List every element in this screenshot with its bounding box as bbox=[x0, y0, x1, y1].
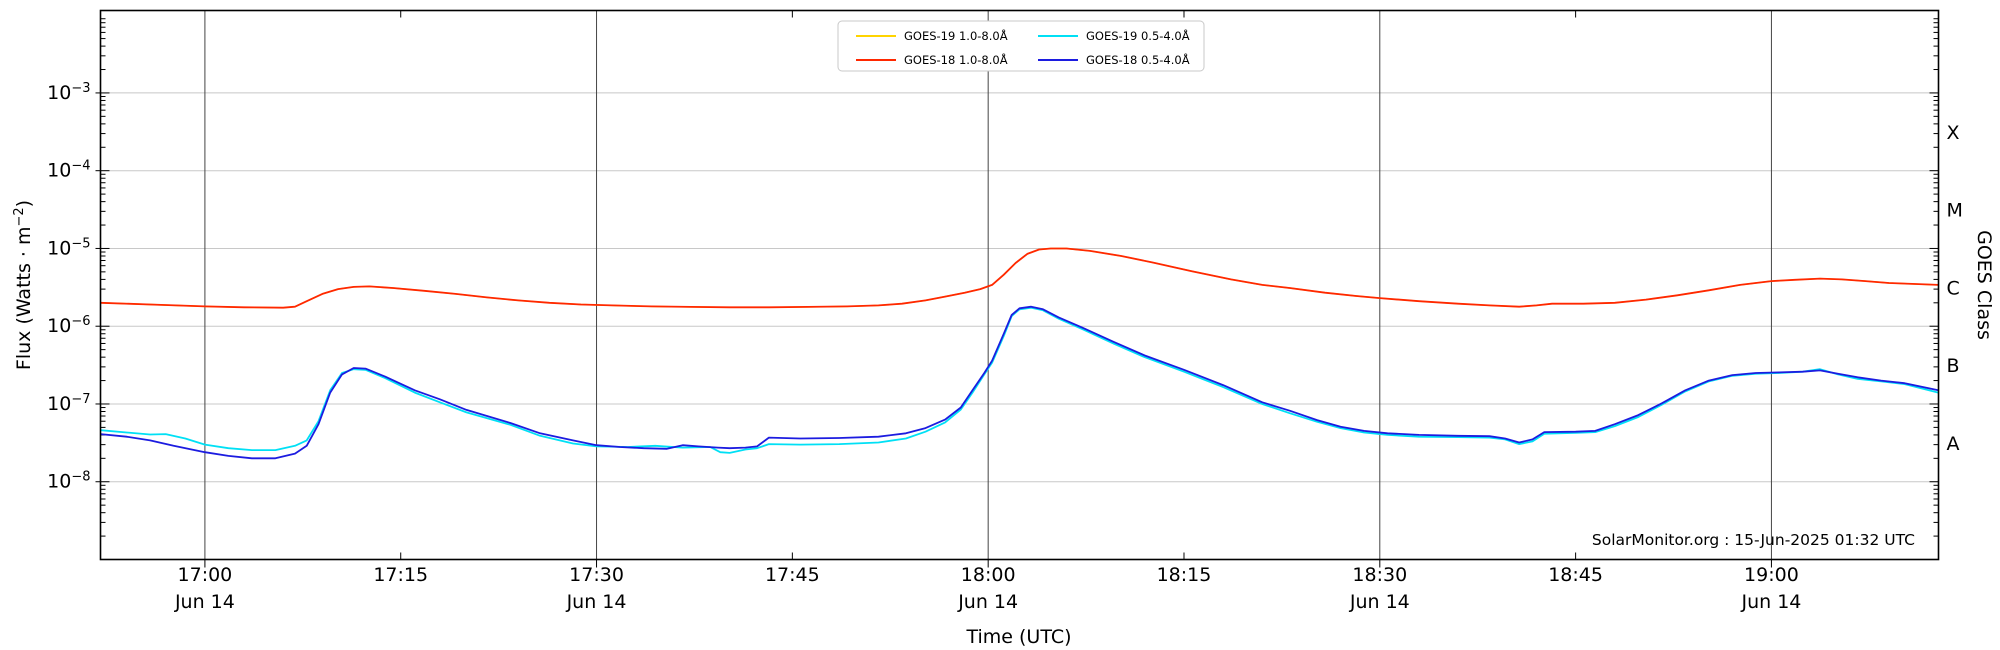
y-tick-label: 10−5 bbox=[47, 236, 90, 259]
plot-border bbox=[99, 9, 1940, 561]
y-tick-label: 10−7 bbox=[47, 392, 90, 415]
y-tick-label: 10−3 bbox=[47, 81, 90, 104]
goes-class-letter: M bbox=[1947, 200, 1963, 222]
legend: GOES-19 1.0-8.0Å GOES-18 1.0-8.0Å GOES-19 … bbox=[837, 20, 1205, 72]
x-tick-label: 18:45 bbox=[1548, 564, 1603, 586]
x-tick-date-label: Jun 14 bbox=[1349, 591, 1410, 613]
x-tick-labels: 17:00 Jun 14 17:15 17:30 Jun 14 17:45 18:00 Jun… bbox=[174, 564, 1801, 613]
x-tick-label: 17:30 bbox=[569, 564, 624, 586]
y-tick-label: 10−6 bbox=[47, 314, 90, 337]
legend-box bbox=[837, 20, 1205, 72]
x-tick-label: 18:15 bbox=[1157, 564, 1212, 586]
x-tick-label: 17:15 bbox=[373, 564, 428, 586]
legend-label: GOES-19 0.5-4.0Å bbox=[1086, 28, 1190, 43]
legend-label: GOES-19 1.0-8.0Å bbox=[904, 28, 1008, 43]
y-tick-label: 10−4 bbox=[47, 159, 90, 182]
legend-item: GOES-18 1.0-8.0Å bbox=[856, 52, 1008, 67]
series-goes19-short bbox=[100, 306, 1939, 454]
x-tick-date-label: Jun 14 bbox=[957, 591, 1018, 613]
x-tick-label: 18:30 bbox=[1352, 564, 1407, 586]
legend-item: GOES-19 0.5-4.0Å bbox=[1038, 28, 1190, 43]
x-tick-date-label: Jun 14 bbox=[174, 591, 235, 613]
x-tick-label: 17:45 bbox=[765, 564, 820, 586]
x-tick-date-label: Jun 14 bbox=[566, 591, 627, 613]
x-tick-label: 18:00 bbox=[961, 564, 1016, 586]
legend-item: GOES-18 0.5-4.0Å bbox=[1038, 52, 1190, 67]
series-goes18-long bbox=[100, 247, 1939, 309]
x-tick-label: 19:00 bbox=[1744, 564, 1799, 586]
series-lines bbox=[100, 247, 1939, 460]
y-axis-title-left: Flux (Watts · m−2) bbox=[12, 200, 35, 370]
series-goes19-long bbox=[100, 247, 1939, 309]
vertical-gridlines bbox=[204, 10, 1772, 560]
x-tick-label: 17:00 bbox=[178, 564, 233, 586]
axis-ticks bbox=[95, 10, 1939, 568]
y-tick-labels: 10−3 10−4 10−5 10−6 10−7 10−8 bbox=[47, 81, 90, 493]
y-axis-title-right: GOES Class bbox=[1973, 230, 1995, 340]
x-tick-date-label: Jun 14 bbox=[1740, 591, 1801, 613]
legend-label: GOES-18 1.0-8.0Å bbox=[904, 52, 1008, 67]
goes-class-letter: C bbox=[1947, 277, 1960, 299]
goes-class-letter: A bbox=[1947, 433, 1960, 455]
horizontal-gridlines bbox=[100, 92, 1939, 483]
goes-class-letters: X M C B A bbox=[1947, 122, 1963, 455]
goes-class-letter: B bbox=[1947, 355, 1960, 377]
goes-class-letter: X bbox=[1947, 122, 1960, 144]
legend-label: GOES-18 0.5-4.0Å bbox=[1086, 52, 1190, 67]
y-tick-label: 10−8 bbox=[47, 470, 90, 493]
series-goes18-short bbox=[100, 305, 1939, 460]
legend-item: GOES-19 1.0-8.0Å bbox=[856, 28, 1008, 43]
